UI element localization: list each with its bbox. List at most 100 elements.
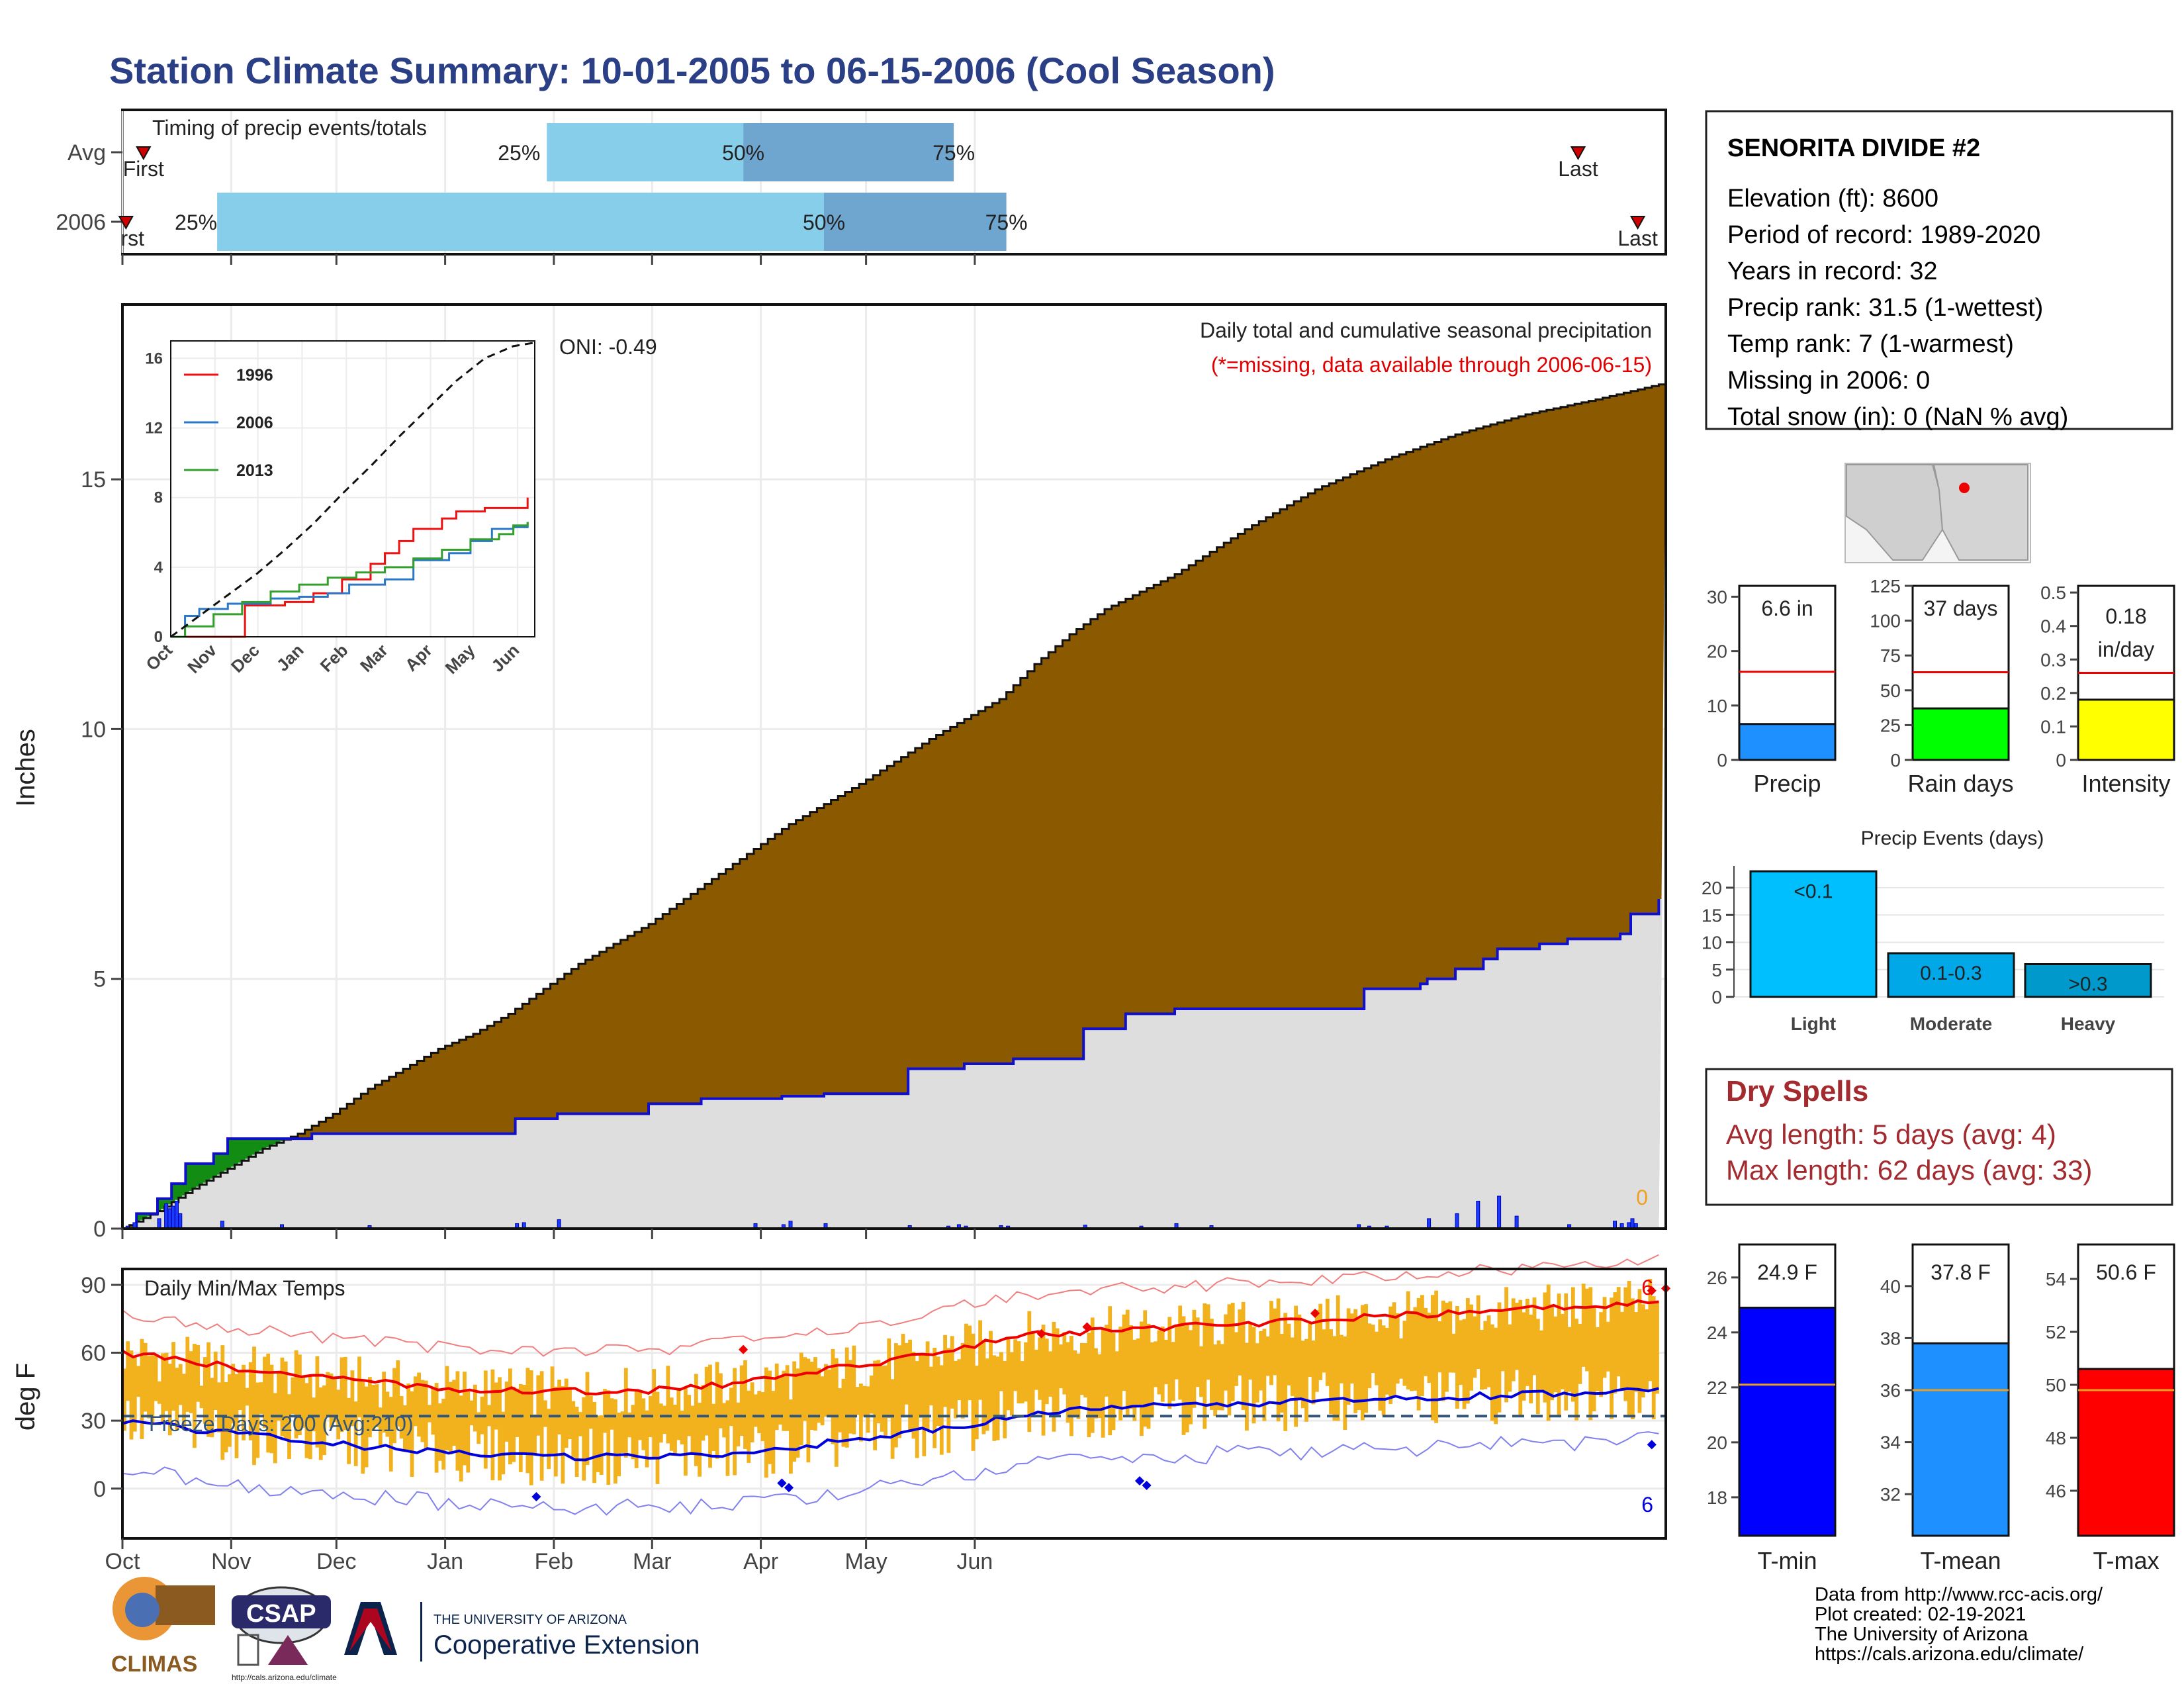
daily-temp-bar (968, 1325, 972, 1401)
daily-temp-bar (1371, 1325, 1375, 1374)
daily-temp-bar (518, 1383, 523, 1472)
daily-temp-bar (1297, 1314, 1302, 1401)
daily-temp-bar (884, 1365, 887, 1439)
gauge-y-tick: 32 (1880, 1484, 1901, 1505)
daily-temp-bar (231, 1364, 236, 1424)
daily-temp-bar (1300, 1340, 1305, 1409)
daily-temp-bar (809, 1362, 814, 1430)
daily-temp-bar (1262, 1329, 1267, 1421)
last-marker (1570, 146, 1586, 161)
pct50-label: 50% (722, 141, 764, 165)
daily-temp-bar (1171, 1342, 1175, 1401)
daily-temp-bar (827, 1369, 832, 1417)
daily-temp-bar (1041, 1325, 1046, 1436)
daily-temp-bar (1192, 1309, 1197, 1408)
daily-precip-bar (1427, 1218, 1432, 1229)
inset-legend-label: 2006 (236, 414, 273, 432)
daily-temp-bar (266, 1353, 271, 1453)
daily-temp-bar (743, 1360, 747, 1449)
daily-temp-bar (375, 1384, 379, 1428)
freeze-days-label: Freeze Days: 200 (Avg:210) (149, 1412, 414, 1436)
daily-temp-bar (392, 1368, 396, 1444)
daily-temp-bar (939, 1365, 944, 1455)
gauge-bar-Intensity (2077, 698, 2175, 761)
daily-temp-bar (329, 1373, 334, 1428)
gauge-y-tick: 0.1 (2040, 716, 2066, 737)
credit-line: Data from http://www.rcc-acis.org/ (1815, 1584, 2103, 1605)
temp-label: Daily Min/Max Temps (144, 1276, 345, 1300)
daily-temp-bar (1448, 1301, 1453, 1373)
daily-temp-bar (357, 1356, 361, 1418)
precip-events-chart: Precip Events (days) 0 5 10 15 20 <0.1 Light 0.1… (1702, 827, 2164, 1034)
daily-temp-bar (1620, 1311, 1624, 1390)
daily-precip-bar (1455, 1213, 1459, 1229)
daily-temp-bar (578, 1412, 582, 1436)
daily-temp-bar (754, 1394, 758, 1427)
daily-temp-bar (1154, 1341, 1158, 1387)
temp-gauge-name: T-min (1758, 1547, 1817, 1574)
daily-temp-bar (1332, 1336, 1337, 1421)
daily-temp-bar (203, 1357, 207, 1425)
month-tick-label: May (844, 1549, 887, 1574)
timing-row-label: 2006 (56, 210, 106, 235)
daily-temp-bar (1483, 1321, 1488, 1389)
daily-temp-bar (919, 1354, 923, 1418)
daily-temp-bar (876, 1360, 881, 1424)
record-high-marker (1036, 1329, 1046, 1338)
daily-temp-bar (547, 1409, 551, 1470)
daily-temp-bar (1543, 1292, 1547, 1403)
daily-temp-bar (1259, 1331, 1263, 1391)
daily-temp-bar (1561, 1313, 1565, 1389)
daily-temp-bar (1564, 1293, 1569, 1411)
observed-cumulative-line (122, 898, 1661, 1230)
dry-spells-line: Avg length: 5 days (avg: 4) (1726, 1119, 2056, 1150)
daily-temp-bar (410, 1391, 414, 1477)
daily-temp-bar (999, 1352, 1003, 1391)
gauge-y-tick: 34 (1880, 1432, 1901, 1453)
daily-temp-bar (1105, 1325, 1109, 1397)
daily-temp-bar (1325, 1298, 1330, 1386)
record-low-marker (784, 1483, 794, 1493)
daily-temp-bar (1613, 1292, 1617, 1394)
daily-temp-bar (964, 1323, 968, 1417)
daily-precip-bar (178, 1213, 183, 1229)
inset-series-1996 (171, 497, 529, 638)
daily-temp-bar (185, 1336, 190, 1412)
daily-temp-bar (1318, 1303, 1323, 1380)
daily-temp-bar (164, 1352, 169, 1411)
daily-temp-bar (1350, 1313, 1354, 1384)
daily-temp-bar (1610, 1297, 1614, 1419)
daily-temp-bar (533, 1414, 537, 1454)
daily-temp-bar (553, 1386, 558, 1477)
daily-temp-bar (1241, 1301, 1246, 1410)
daily-temp-bar (1195, 1317, 1200, 1387)
daily-temp-bar (803, 1357, 807, 1421)
daily-temp-bar (193, 1344, 197, 1448)
daily-temp-bar (1413, 1307, 1418, 1391)
daily-temp-bar (238, 1372, 242, 1411)
daily-temp-bar (725, 1400, 730, 1476)
ua-small-text: THE UNIVERSITY OF ARIZONA (433, 1613, 627, 1627)
daily-temp-bar (1599, 1312, 1604, 1397)
daily-temp-bar (946, 1348, 951, 1453)
gauge-y-tick: 0.3 (2040, 649, 2066, 670)
daily-temp-bar (701, 1385, 705, 1441)
daily-temp-bar (1385, 1327, 1389, 1395)
gauge-y-tick: 50 (2046, 1375, 2066, 1395)
credit-line: https://cals.arizona.edu/climate/ (1815, 1644, 2084, 1665)
avg-min-line (122, 1387, 1659, 1462)
daily-temp-bar (666, 1366, 670, 1444)
daily-temp-bar (1048, 1351, 1052, 1397)
daily-temp-bar (1069, 1336, 1073, 1436)
last-marker (1629, 216, 1646, 230)
daily-temp-bar (989, 1331, 993, 1422)
daily-temp-bar (167, 1364, 172, 1436)
pct25-label: 25% (498, 141, 540, 165)
daily-temp-bar (1245, 1342, 1249, 1431)
daily-temp-bar (1486, 1315, 1491, 1387)
daily-temp-bar (515, 1388, 520, 1437)
gauge-y-tick: 52 (2046, 1322, 2066, 1342)
daily-temp-bar (617, 1413, 621, 1477)
daily-temp-bar (1420, 1295, 1424, 1397)
daily-temp-bar (158, 1381, 161, 1404)
